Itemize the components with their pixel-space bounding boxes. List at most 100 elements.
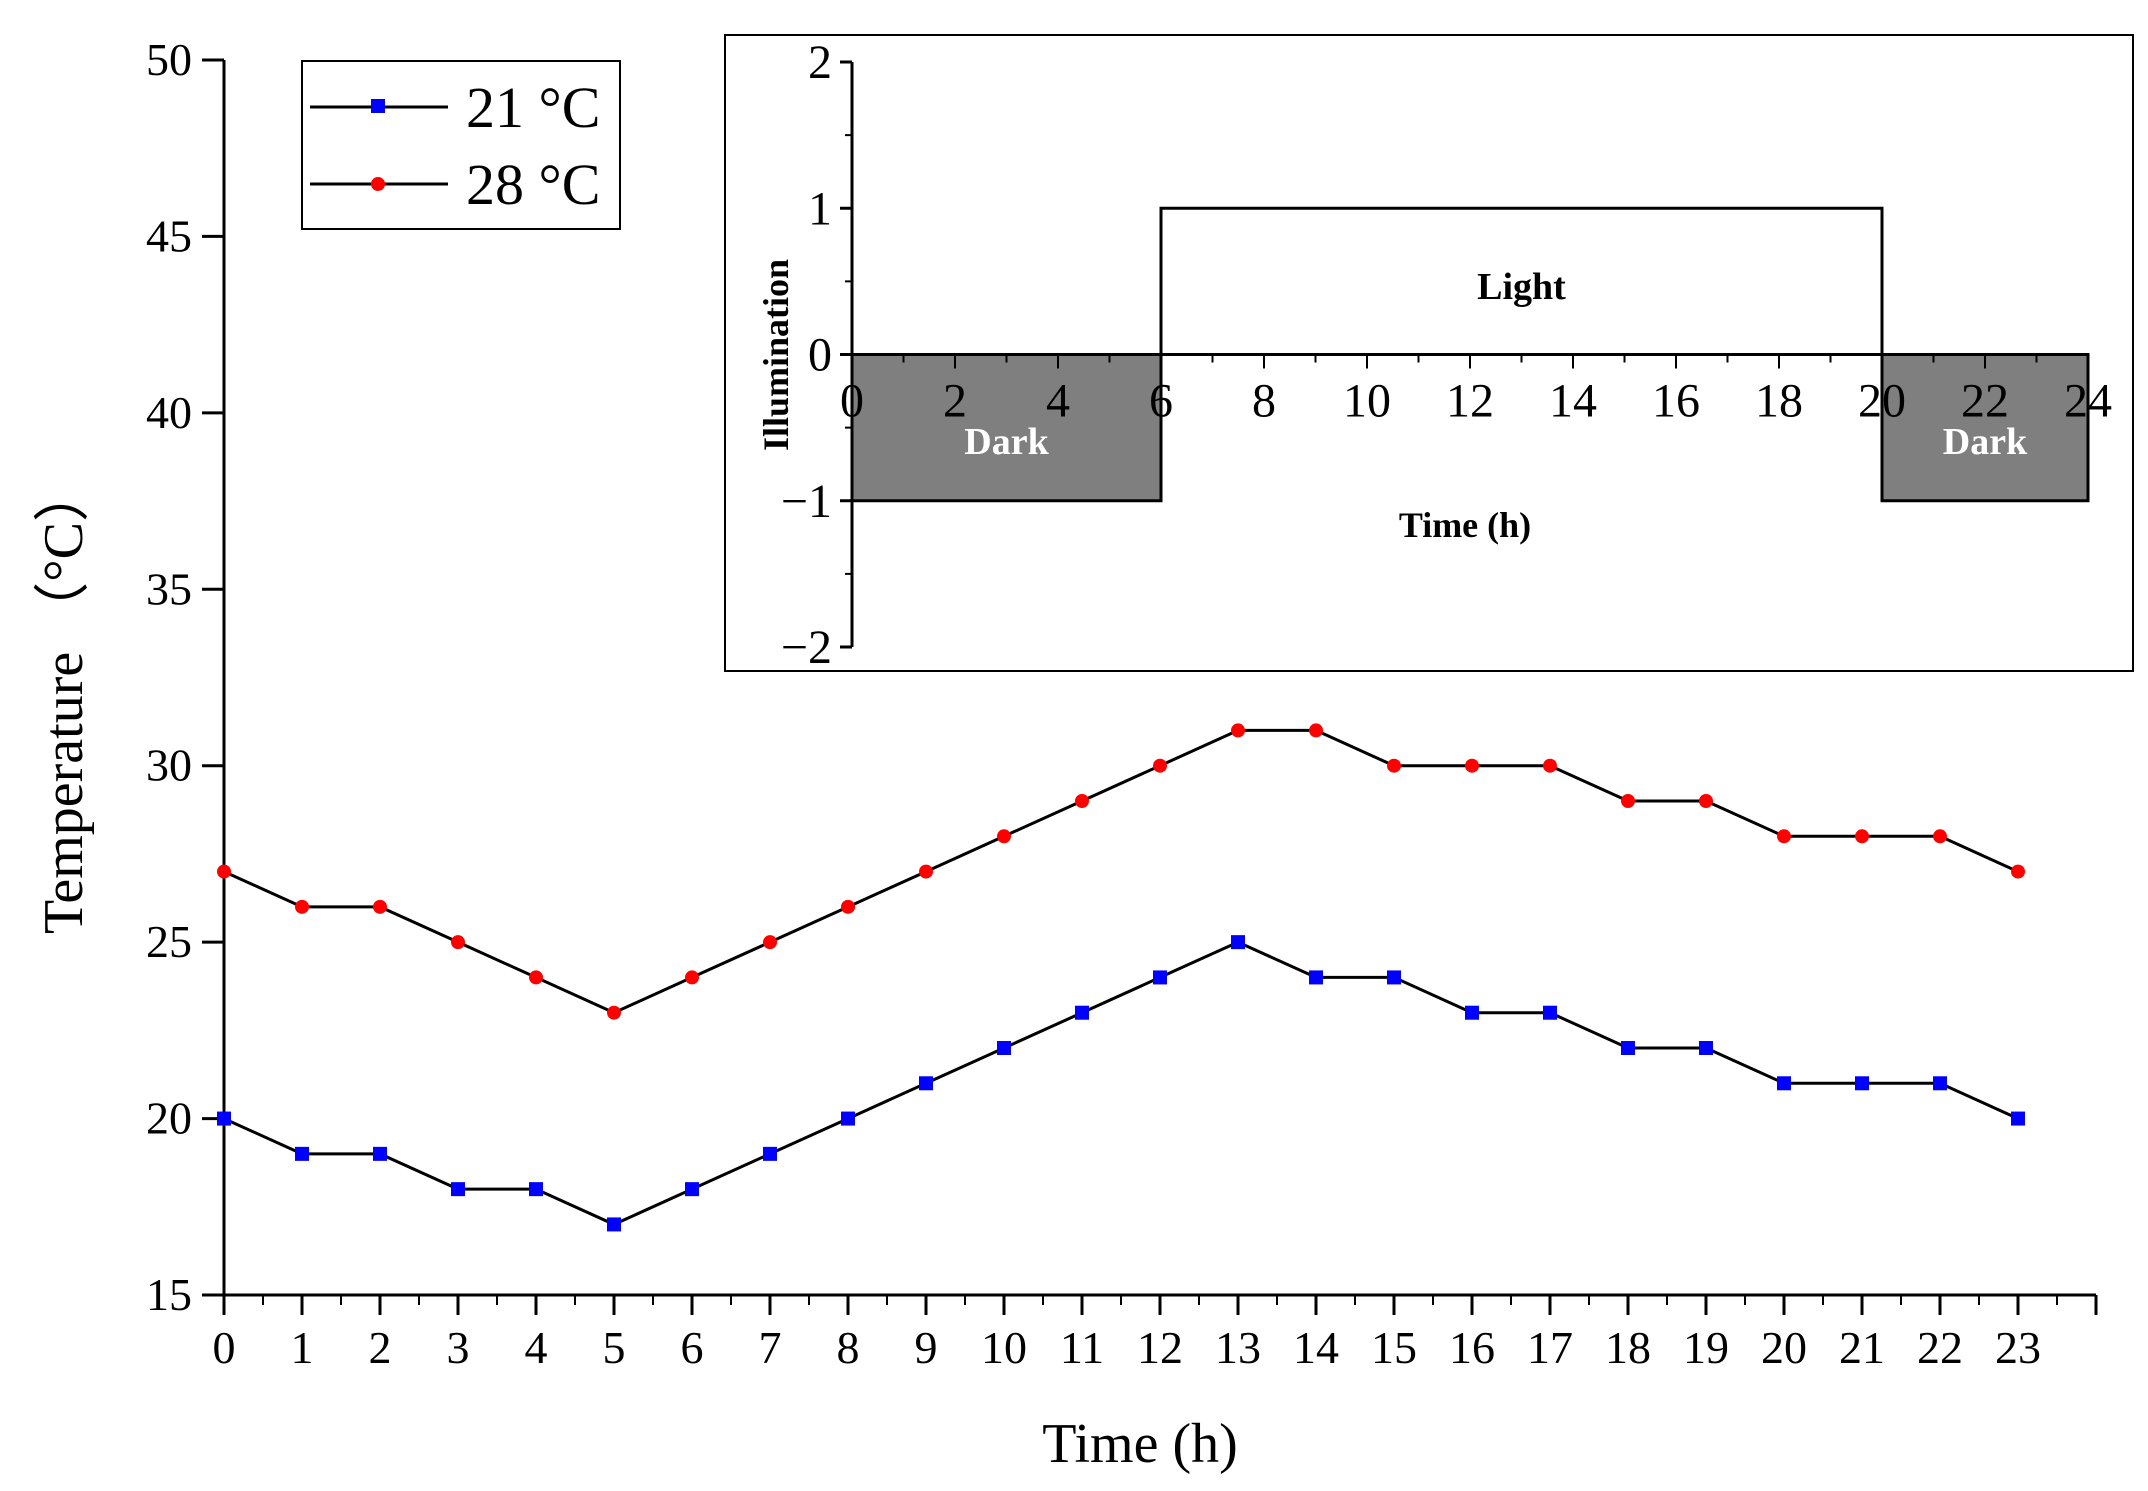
data-point-21c xyxy=(919,1076,933,1091)
data-point-28c xyxy=(1075,794,1089,808)
x-tick-label: 6 xyxy=(681,1322,704,1373)
light-region-label: Light xyxy=(1477,266,1566,308)
data-point-28c xyxy=(1465,758,1479,773)
inset-x-tick-label: 16 xyxy=(1652,375,1700,428)
legend-label-21c: 21 °C xyxy=(466,75,600,140)
y-tick-label: 35 xyxy=(146,563,192,614)
data-point-21c xyxy=(1933,1076,1947,1091)
data-point-21c xyxy=(607,1217,621,1232)
inset-x-tick-label: 8 xyxy=(1252,375,1276,428)
inset-x-axis-title: Time (h) xyxy=(1399,505,1531,545)
inset-y-tick-label: 1 xyxy=(808,182,832,235)
data-point-21c xyxy=(295,1146,309,1161)
x-tick-label: 7 xyxy=(759,1322,782,1373)
y-tick-label: 15 xyxy=(146,1269,192,1320)
legend-marker-28c xyxy=(371,177,385,191)
inset-x-tick-label: 6 xyxy=(1149,375,1173,428)
y-tick-label: 25 xyxy=(146,916,192,967)
data-point-21c xyxy=(841,1111,855,1126)
data-point-21c xyxy=(1543,1005,1557,1020)
data-point-21c xyxy=(1231,935,1245,950)
series-line-28c xyxy=(223,728,2019,1015)
x-tick-label: 16 xyxy=(1449,1322,1495,1373)
inset-x-tick-label: 4 xyxy=(1046,375,1070,428)
data-point-21c xyxy=(997,1041,1011,1055)
dark-region xyxy=(850,353,1163,503)
data-point-28c xyxy=(2011,864,2025,879)
x-tick-label: 2 xyxy=(369,1322,392,1373)
inset-x-tick-label: 22 xyxy=(1961,375,2009,428)
y-tick-label: 20 xyxy=(146,1093,192,1144)
main-y-axis-title: Temperature （°C） xyxy=(33,466,95,934)
data-point-28c xyxy=(1699,794,1713,808)
x-tick-label: 11 xyxy=(1060,1322,1104,1373)
data-point-21c xyxy=(1309,970,1323,985)
y-tick-label: 50 xyxy=(146,34,192,85)
x-tick-label: 10 xyxy=(981,1322,1027,1373)
inset-x-tick-label: 14 xyxy=(1549,375,1597,428)
data-point-28c xyxy=(1231,723,1245,738)
data-point-21c xyxy=(1777,1076,1791,1091)
main-x-axis-title: Time (h) xyxy=(1042,1413,1238,1475)
data-point-28c xyxy=(373,899,387,914)
x-tick-label: 20 xyxy=(1761,1322,1807,1373)
light-region xyxy=(1159,206,1884,356)
dark-region xyxy=(1880,353,2090,503)
data-point-21c xyxy=(1465,1005,1479,1020)
data-point-21c xyxy=(1621,1041,1635,1055)
inset-x-tick-label: 20 xyxy=(1858,375,1906,428)
x-tick-label: 19 xyxy=(1683,1322,1729,1373)
legend: 21 °C 28 °C xyxy=(301,60,621,230)
x-tick-label: 8 xyxy=(837,1322,860,1373)
dark-region-label: Dark xyxy=(964,421,1049,463)
inset-x-tick-label: 12 xyxy=(1446,375,1494,428)
y-tick-label: 30 xyxy=(146,740,192,791)
data-point-21c xyxy=(1699,1041,1713,1055)
inset-x-tick-label: 0 xyxy=(840,375,864,428)
x-tick-label: 9 xyxy=(915,1322,938,1373)
data-point-28c xyxy=(295,899,309,914)
data-point-28c xyxy=(529,970,543,985)
data-point-28c xyxy=(1933,829,1947,844)
data-point-21c xyxy=(1855,1076,1869,1091)
inset-y-tick-label: −2 xyxy=(781,621,832,674)
inset-x-tick-label: 2 xyxy=(943,375,967,428)
legend-box xyxy=(301,60,621,230)
x-tick-label: 22 xyxy=(1917,1322,1963,1373)
y-tick-label: 40 xyxy=(146,387,192,438)
data-point-21c xyxy=(763,1146,777,1161)
data-point-28c xyxy=(1543,758,1557,773)
data-point-21c xyxy=(373,1146,387,1161)
data-point-28c xyxy=(1153,758,1167,773)
data-point-28c xyxy=(685,970,699,985)
data-point-21c xyxy=(217,1111,231,1126)
data-point-28c xyxy=(1855,829,1869,844)
x-tick-label: 13 xyxy=(1215,1322,1261,1373)
x-tick-label: 4 xyxy=(525,1322,548,1373)
data-point-21c xyxy=(1075,1005,1089,1020)
inset-regions: Dark Light Dark xyxy=(850,206,2090,503)
data-point-28c xyxy=(217,864,231,879)
dark-region-label: Dark xyxy=(1943,421,2028,463)
inset-y-tick-label: −1 xyxy=(781,475,832,528)
data-point-28c xyxy=(1309,723,1323,738)
x-tick-label: 12 xyxy=(1137,1322,1183,1373)
data-point-28c xyxy=(451,935,465,950)
data-point-28c xyxy=(997,829,1011,844)
data-point-21c xyxy=(451,1182,465,1197)
data-point-28c xyxy=(1621,794,1635,808)
data-point-28c xyxy=(1777,829,1791,844)
inset-x-tick-label: 24 xyxy=(2064,375,2112,428)
main-series xyxy=(217,723,2025,1232)
x-tick-label: 23 xyxy=(1995,1322,2041,1373)
x-tick-label: 1 xyxy=(291,1322,314,1373)
x-tick-label: 14 xyxy=(1293,1322,1339,1373)
inset-y-axis-title: Illumination xyxy=(756,259,796,451)
inset-y-tick-label: 0 xyxy=(808,329,832,382)
data-point-28c xyxy=(1387,758,1401,773)
